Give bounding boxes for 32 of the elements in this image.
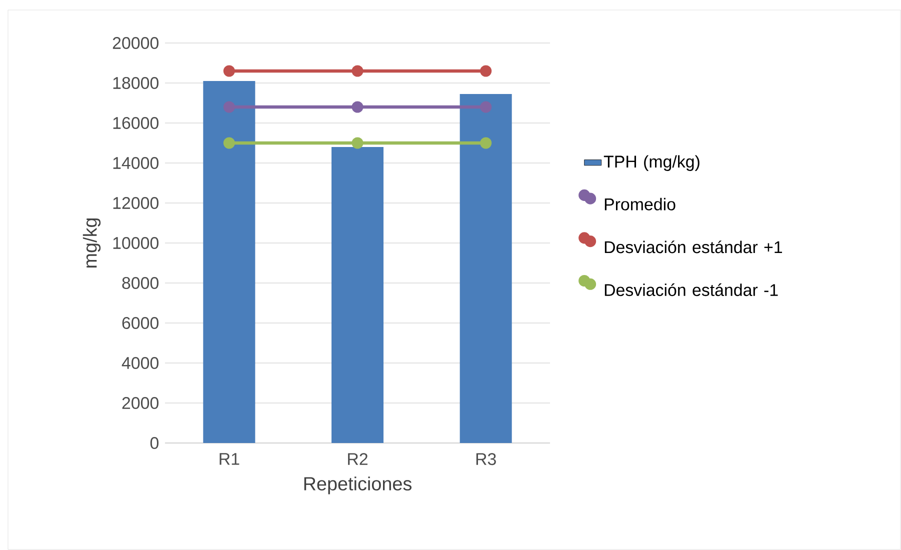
bar (460, 94, 512, 443)
point (352, 137, 364, 149)
point (223, 101, 235, 113)
point (223, 65, 235, 77)
point (223, 137, 235, 149)
point (480, 101, 492, 113)
legend-label: Desviación estándar +1 (604, 240, 782, 254)
y-tick-label: 18000 (113, 77, 158, 89)
legend-label: Desviación estándar -1 (604, 283, 778, 296)
y-tick-label: 6000 (122, 317, 158, 329)
point (480, 137, 492, 149)
y-tick-label: 10000 (113, 237, 158, 249)
point (352, 65, 364, 77)
y-tick-label: 2000 (122, 397, 158, 409)
point (352, 101, 364, 113)
point (480, 65, 492, 77)
x-tick-label: R1 (220, 453, 240, 465)
y-tick-label: 14000 (113, 157, 158, 169)
y-axis-title: mg/kg (82, 218, 101, 268)
bar (332, 146, 384, 443)
y-tick-label: 16000 (113, 117, 158, 129)
legend-label: Promedio (604, 198, 676, 210)
x-tick-label: R3 (476, 453, 496, 466)
y-tick-label: 4000 (122, 357, 158, 369)
bar (203, 80, 256, 443)
x-axis-title: Repeticiones (304, 476, 412, 494)
y-tick-label: 8000 (122, 277, 158, 289)
legend-label: TPH (mg/kg) (604, 155, 700, 171)
x-tick-label: R2 (348, 453, 368, 465)
y-tick-label: 12000 (113, 197, 158, 209)
y-tick-label: 0 (150, 437, 159, 449)
y-tick-label: 20000 (112, 37, 158, 49)
